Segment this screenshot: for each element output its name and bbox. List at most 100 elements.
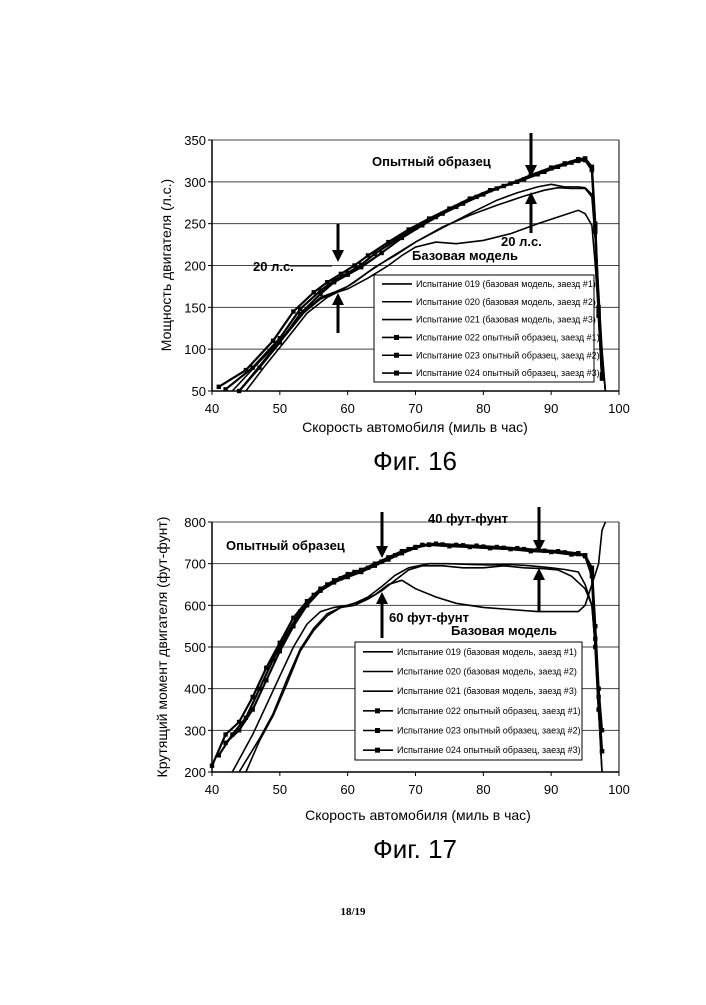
data-point bbox=[583, 157, 587, 161]
data-point bbox=[576, 552, 580, 556]
x-tick-label: 50 bbox=[273, 782, 287, 797]
data-point bbox=[563, 550, 567, 554]
data-point bbox=[600, 749, 604, 753]
y-tick-label: 200 bbox=[184, 765, 206, 780]
data-point bbox=[359, 570, 363, 574]
y-tick-label: 300 bbox=[184, 723, 206, 738]
legend-entry: Испытание 024 опытный образец, заезд #3) bbox=[397, 745, 581, 755]
data-point bbox=[481, 192, 485, 196]
chart-16: 50100150200250300350405060708090100Испыт… bbox=[158, 133, 630, 476]
data-point bbox=[556, 165, 560, 169]
legend-entry: Испытание 022 опытный образец, заезд #1) bbox=[416, 332, 600, 342]
x-axis-title: Скорость автомобиля (миль в час) bbox=[302, 419, 528, 435]
data-point bbox=[596, 707, 600, 711]
legend-entry: Испытание 022 опытный образец, заезд #1) bbox=[397, 706, 581, 716]
data-point bbox=[502, 184, 506, 188]
x-tick-label: 70 bbox=[408, 782, 422, 797]
data-point bbox=[593, 645, 597, 649]
legend-entry: Испытание 020 (базовая модель, заезд #2) bbox=[397, 667, 577, 677]
legend-marker bbox=[375, 748, 380, 753]
data-point bbox=[332, 580, 336, 584]
legend: Испытание 019 (базовая модель, заезд #1)… bbox=[355, 642, 582, 760]
figure-label: Фиг. 17 bbox=[373, 834, 457, 864]
legend-entry: Испытание 019 (базовая модель, заезд #1) bbox=[416, 279, 596, 289]
y-tick-label: 250 bbox=[184, 217, 206, 232]
data-point bbox=[305, 603, 309, 607]
data-point bbox=[291, 309, 295, 313]
y-tick-label: 200 bbox=[184, 259, 206, 274]
data-point bbox=[346, 575, 350, 579]
data-point bbox=[590, 574, 594, 578]
legend-entry: Испытание 024 опытный образец, заезд #3) bbox=[416, 368, 600, 378]
y-tick-label: 350 bbox=[184, 133, 206, 148]
x-tick-label: 40 bbox=[205, 782, 219, 797]
legend-entry: Испытание 019 (базовая модель, заезд #1) bbox=[397, 647, 577, 657]
data-point bbox=[373, 564, 377, 568]
data-point bbox=[359, 265, 363, 269]
annotation-base: Базовая модель bbox=[451, 623, 557, 638]
data-point bbox=[217, 385, 221, 389]
legend-entry: Испытание 021 (базовая модель, заезд #3) bbox=[416, 315, 596, 325]
legend-entry: Испытание 023 опытный образец, заезд #2) bbox=[416, 350, 600, 360]
data-point bbox=[522, 177, 526, 181]
data-point bbox=[502, 546, 506, 550]
y-tick-label: 600 bbox=[184, 598, 206, 613]
legend-entry: Испытание 020 (базовая модель, заезд #2) bbox=[416, 297, 596, 307]
data-point bbox=[251, 365, 255, 369]
y-tick-label: 700 bbox=[184, 557, 206, 572]
x-tick-label: 80 bbox=[476, 401, 490, 416]
data-point bbox=[440, 211, 444, 215]
data-point bbox=[257, 365, 261, 369]
data-point bbox=[346, 273, 350, 277]
data-point bbox=[278, 649, 282, 653]
annotation-gap-top: 40 фут-фунт bbox=[428, 511, 508, 526]
legend-box bbox=[355, 642, 582, 760]
y-tick-label: 150 bbox=[184, 300, 206, 315]
arrow-right-up-head bbox=[525, 192, 537, 204]
data-point bbox=[481, 544, 485, 548]
y-tick-label: 400 bbox=[184, 682, 206, 697]
data-point bbox=[593, 226, 597, 230]
legend-marker bbox=[394, 335, 399, 340]
arrow-right-up-head bbox=[533, 568, 545, 580]
x-tick-label: 50 bbox=[273, 401, 287, 416]
data-point bbox=[590, 166, 594, 170]
data-point bbox=[223, 741, 227, 745]
data-point bbox=[420, 223, 424, 227]
data-point bbox=[379, 251, 383, 255]
x-tick-label: 70 bbox=[408, 401, 422, 416]
annotation-base: Базовая модель bbox=[412, 248, 518, 263]
data-point bbox=[440, 542, 444, 546]
data-point bbox=[264, 678, 268, 682]
x-tick-label: 90 bbox=[544, 401, 558, 416]
data-point bbox=[569, 160, 573, 164]
x-tick-label: 80 bbox=[476, 782, 490, 797]
data-point bbox=[291, 624, 295, 628]
y-tick-label: 500 bbox=[184, 640, 206, 655]
data-point bbox=[237, 728, 241, 732]
legend-box bbox=[374, 275, 594, 382]
x-axis-title: Скорость автомобиля (миль в час) bbox=[305, 807, 531, 823]
data-point bbox=[237, 389, 241, 393]
data-point bbox=[522, 547, 526, 551]
data-point bbox=[318, 292, 322, 296]
x-tick-label: 40 bbox=[205, 401, 219, 416]
data-point bbox=[596, 309, 600, 313]
y-axis-title: Крутящий момент двигателя (фут-фунт) bbox=[154, 517, 170, 778]
x-tick-label: 60 bbox=[340, 782, 354, 797]
legend: Испытание 019 (базовая модель, заезд #1)… bbox=[374, 275, 600, 382]
data-point bbox=[461, 543, 465, 547]
data-point bbox=[332, 280, 336, 284]
data-point bbox=[583, 554, 587, 558]
x-tick-label: 100 bbox=[608, 401, 630, 416]
data-point bbox=[278, 340, 282, 344]
x-tick-label: 100 bbox=[608, 782, 630, 797]
annotation-gap-left: 20 л.с. bbox=[253, 259, 294, 274]
data-point bbox=[223, 387, 227, 391]
figure-label: Фиг. 16 bbox=[373, 446, 457, 476]
legend-marker bbox=[394, 371, 399, 376]
y-tick-label: 100 bbox=[184, 342, 206, 357]
data-point bbox=[413, 546, 417, 550]
